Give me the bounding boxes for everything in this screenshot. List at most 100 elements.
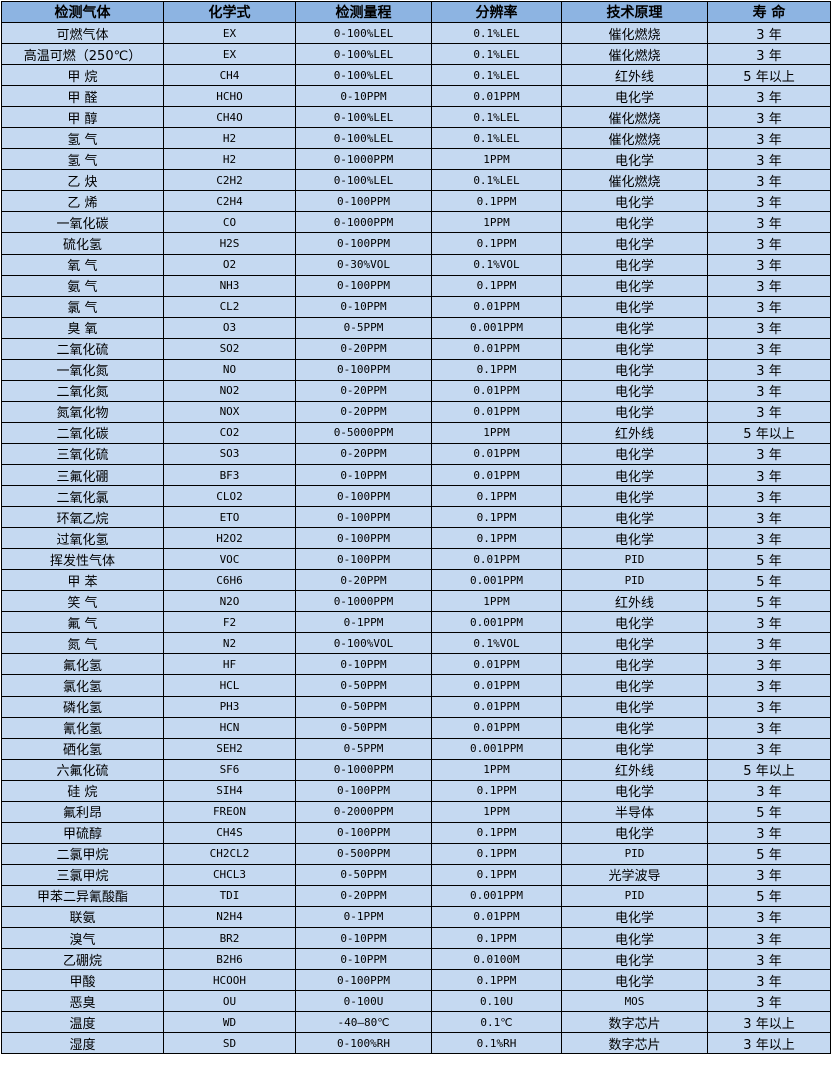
cell-gas-name: 三氟化硼 <box>1 463 164 487</box>
cell-lifespan: 3 年 <box>707 43 831 66</box>
cell-chemical-formula: TDI <box>163 884 296 907</box>
cell-measuring-range: 0-10PPM <box>295 295 432 318</box>
table-row: 高温可燃（250℃） EX 0-100%LEL 0.1%LEL 催化燃烧 3 年 <box>1 43 831 66</box>
cell-lifespan: 5 年 <box>707 842 831 865</box>
cell-measuring-range: 0-20PPM <box>295 569 432 592</box>
cell-resolution: 1PPM <box>431 421 562 444</box>
table-row: 二氧化硫 SO2 0-20PPM 0.01PPM 电化学 3 年 <box>1 337 831 360</box>
cell-measuring-range: 0-100PPM <box>295 969 432 992</box>
cell-measuring-range: 0-100%LEL <box>295 106 432 129</box>
cell-chemical-formula: HCOOH <box>163 969 296 992</box>
cell-gas-name: 二氯甲烷 <box>1 842 164 865</box>
cell-lifespan: 5 年 <box>707 800 831 823</box>
cell-lifespan: 3 年 <box>707 632 831 655</box>
cell-technical-principle: 催化燃烧 <box>561 43 708 66</box>
cell-chemical-formula: ETO <box>163 506 296 529</box>
cell-technical-principle: 电化学 <box>561 927 708 950</box>
cell-technical-principle: 电化学 <box>561 695 708 718</box>
cell-chemical-formula: N2 <box>163 632 296 655</box>
cell-gas-name: 磷化氢 <box>1 695 164 718</box>
cell-technical-principle: 光学波导 <box>561 863 708 886</box>
cell-gas-name: 一氧化氮 <box>1 358 164 381</box>
cell-resolution: 1PPM <box>431 148 562 171</box>
cell-measuring-range: 0-10PPM <box>295 653 432 676</box>
cell-resolution: 0.1PPM <box>431 863 562 886</box>
cell-measuring-range: 0-100PPM <box>295 506 432 529</box>
cell-technical-principle: 电化学 <box>561 485 708 508</box>
cell-resolution: 0.01PPM <box>431 905 562 929</box>
cell-technical-principle: PID <box>561 548 708 571</box>
cell-gas-name: 甲 醇 <box>1 106 164 129</box>
cell-technical-principle: 电化学 <box>561 737 708 760</box>
cell-resolution: 0.1PPM <box>431 232 562 255</box>
table-row: 氯化氢 HCL 0-50PPM 0.01PPM 电化学 3 年 <box>1 674 831 697</box>
cell-lifespan: 3 年 <box>707 927 831 950</box>
cell-gas-name: 氮氧化物 <box>1 400 164 423</box>
cell-lifespan: 3 年 <box>707 379 831 402</box>
cell-resolution: 1PPM <box>431 758 562 781</box>
cell-technical-principle: 电化学 <box>561 85 708 108</box>
cell-technical-principle: 电化学 <box>561 400 708 423</box>
cell-measuring-range: 0-100%LEL <box>295 21 432 45</box>
cell-technical-principle: 电化学 <box>561 611 708 634</box>
cell-lifespan: 5 年 <box>707 548 831 571</box>
table-row: 乙硼烷 B2H6 0-10PPM 0.0100M 电化学 3 年 <box>1 948 831 971</box>
cell-measuring-range: 0-20PPM <box>295 337 432 360</box>
cell-gas-name: 高温可燃（250℃） <box>1 43 164 66</box>
table-row: 二氯甲烷 CH2CL2 0-500PPM 0.1PPM PID 5 年 <box>1 842 831 865</box>
cell-measuring-range: 0-20PPM <box>295 400 432 423</box>
cell-resolution: 0.1PPM <box>431 821 562 844</box>
cell-chemical-formula: SIH4 <box>163 779 296 802</box>
cell-technical-principle: 电化学 <box>561 358 708 381</box>
cell-measuring-range: 0-10PPM <box>295 463 432 487</box>
table-row: 一氧化氮 NO 0-100PPM 0.1PPM 电化学 3 年 <box>1 358 831 381</box>
header-lifespan: 寿 命 <box>707 1 831 23</box>
cell-gas-name: 笑 气 <box>1 590 164 613</box>
cell-chemical-formula: CH2CL2 <box>163 842 296 865</box>
cell-technical-principle: 电化学 <box>561 905 708 929</box>
cell-chemical-formula: BF3 <box>163 463 296 487</box>
cell-gas-name: 恶臭 <box>1 990 164 1013</box>
cell-resolution: 1PPM <box>431 590 562 613</box>
cell-chemical-formula: EX <box>163 21 296 45</box>
cell-gas-name: 硫化氢 <box>1 232 164 255</box>
cell-chemical-formula: SF6 <box>163 758 296 781</box>
cell-chemical-formula: CH4 <box>163 64 296 87</box>
cell-chemical-formula: SO3 <box>163 442 296 465</box>
cell-lifespan: 3 年 <box>707 527 831 550</box>
cell-measuring-range: 0-20PPM <box>295 884 432 907</box>
cell-resolution: 0.1℃ <box>431 1011 562 1034</box>
cell-lifespan: 3 年 <box>707 737 831 760</box>
table-row: 三氟化硼 BF3 0-10PPM 0.01PPM 电化学 3 年 <box>1 463 831 487</box>
cell-resolution: 0.1PPM <box>431 779 562 802</box>
cell-technical-principle: 电化学 <box>561 190 708 213</box>
cell-gas-name: 溴气 <box>1 927 164 950</box>
cell-chemical-formula: C2H4 <box>163 190 296 213</box>
cell-chemical-formula: C2H2 <box>163 169 296 192</box>
cell-gas-name: 温度 <box>1 1011 164 1034</box>
cell-measuring-range: -40—80℃ <box>295 1011 432 1034</box>
cell-technical-principle: 红外线 <box>561 590 708 613</box>
cell-lifespan: 3 年 <box>707 905 831 929</box>
cell-technical-principle: 催化燃烧 <box>561 127 708 150</box>
cell-resolution: 0.01PPM <box>431 442 562 465</box>
table-row: 一氧化碳 CO 0-1000PPM 1PPM 电化学 3 年 <box>1 211 831 234</box>
cell-resolution: 0.1PPM <box>431 506 562 529</box>
cell-gas-name: 氟 气 <box>1 611 164 634</box>
cell-gas-name: 乙 烯 <box>1 190 164 213</box>
cell-resolution: 0.01PPM <box>431 695 562 718</box>
cell-lifespan: 5 年 <box>707 590 831 613</box>
cell-lifespan: 3 年 <box>707 358 831 381</box>
cell-measuring-range: 0-5000PPM <box>295 421 432 444</box>
table-row: 三氯甲烷 CHCL3 0-50PPM 0.1PPM 光学波导 3 年 <box>1 863 831 886</box>
cell-lifespan: 3 年 <box>707 169 831 192</box>
cell-measuring-range: 0-50PPM <box>295 863 432 886</box>
cell-resolution: 0.1%LEL <box>431 21 562 45</box>
cell-lifespan: 3 年 <box>707 21 831 45</box>
cell-chemical-formula: SO2 <box>163 337 296 360</box>
cell-measuring-range: 0-100PPM <box>295 821 432 844</box>
table-row: 二氧化氮 NO2 0-20PPM 0.01PPM 电化学 3 年 <box>1 379 831 402</box>
table-row: 联氨 N2H4 0-1PPM 0.01PPM 电化学 3 年 <box>1 905 831 929</box>
cell-chemical-formula: CL2 <box>163 295 296 318</box>
header-technical-principle: 技术原理 <box>561 1 708 23</box>
